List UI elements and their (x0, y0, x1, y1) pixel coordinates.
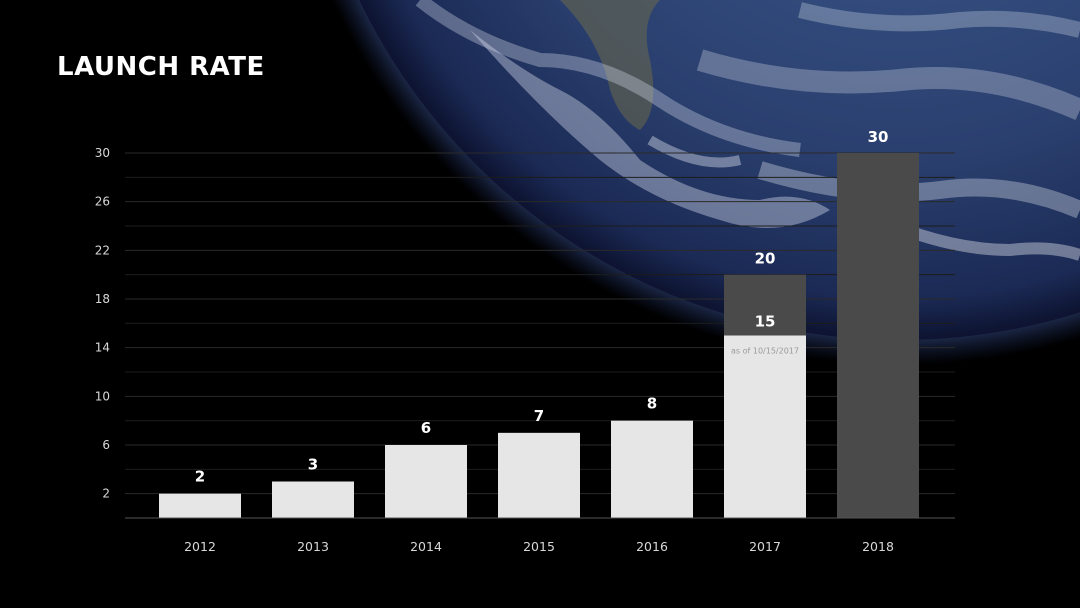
bar-2015 (498, 432, 580, 518)
x-tick-label-2017: 2017 (749, 539, 781, 554)
y-tick-label: 30 (95, 146, 110, 160)
value-label-2015: 7 (534, 407, 544, 425)
bar-2013 (272, 481, 354, 518)
y-tick-label: 22 (95, 243, 110, 257)
value-label-2017: 15 (755, 313, 776, 331)
x-tick-label-2012: 2012 (184, 539, 216, 554)
bar-2016 (611, 420, 693, 518)
x-tick-label-2013: 2013 (297, 539, 329, 554)
chart-title: LAUNCH RATE (57, 52, 265, 82)
y-tick-label: 10 (95, 389, 110, 403)
x-tick-label-2014: 2014 (410, 539, 442, 554)
value-label-2014: 6 (421, 419, 431, 437)
y-tick-label: 14 (95, 341, 110, 355)
projected-value-label-2017: 20 (755, 250, 776, 268)
x-tick-label-2018: 2018 (862, 539, 894, 554)
value-label-2012: 2 (195, 468, 205, 486)
bar-2017 (724, 335, 806, 518)
value-label-2013: 3 (308, 456, 318, 474)
value-label-2016: 8 (647, 395, 657, 413)
bar-projected-2018 (837, 153, 919, 518)
bar-2012 (159, 493, 241, 518)
x-tick-label-2016: 2016 (636, 539, 668, 554)
x-tick-label-2015: 2015 (523, 539, 555, 554)
y-tick-label: 2 (102, 487, 110, 501)
bar-annotation-2017: as of 10/15/2017 (731, 347, 799, 356)
y-tick-label: 26 (95, 195, 110, 209)
projected-value-label-2018: 30 (868, 128, 889, 146)
y-tick-label: 18 (95, 292, 110, 306)
y-tick-label: 6 (102, 438, 110, 452)
bar-2014 (385, 445, 467, 518)
